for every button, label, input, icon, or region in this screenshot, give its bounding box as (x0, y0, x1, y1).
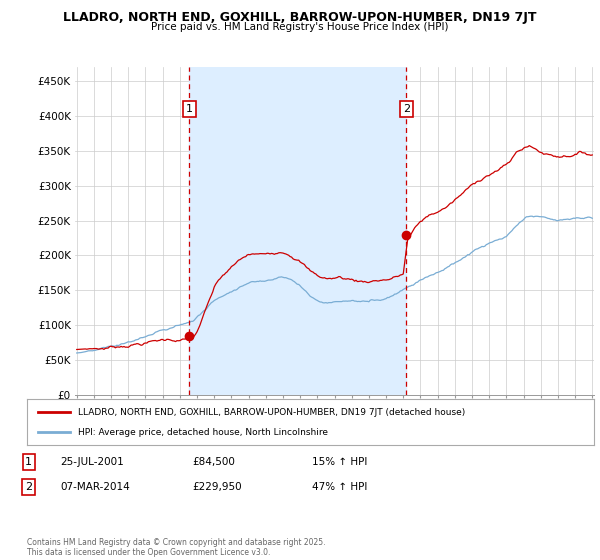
Text: Price paid vs. HM Land Registry's House Price Index (HPI): Price paid vs. HM Land Registry's House … (151, 22, 449, 32)
Text: £229,950: £229,950 (192, 482, 242, 492)
Bar (190, 67, 406, 395)
Text: 15% ↑ HPI: 15% ↑ HPI (312, 457, 367, 467)
Text: 2: 2 (25, 482, 32, 492)
Text: HPI: Average price, detached house, North Lincolnshire: HPI: Average price, detached house, Nort… (78, 428, 328, 437)
Text: LLADRO, NORTH END, GOXHILL, BARROW-UPON-HUMBER, DN19 7JT (detached house): LLADRO, NORTH END, GOXHILL, BARROW-UPON-… (78, 408, 465, 417)
Text: 25-JUL-2001: 25-JUL-2001 (60, 457, 124, 467)
Text: 1: 1 (186, 104, 193, 114)
Text: 47% ↑ HPI: 47% ↑ HPI (312, 482, 367, 492)
Text: £84,500: £84,500 (192, 457, 235, 467)
Text: 1: 1 (25, 457, 32, 467)
Text: 07-MAR-2014: 07-MAR-2014 (60, 482, 130, 492)
Text: Contains HM Land Registry data © Crown copyright and database right 2025.
This d: Contains HM Land Registry data © Crown c… (27, 538, 325, 557)
Text: 2: 2 (403, 104, 410, 114)
Text: LLADRO, NORTH END, GOXHILL, BARROW-UPON-HUMBER, DN19 7JT: LLADRO, NORTH END, GOXHILL, BARROW-UPON-… (63, 11, 537, 24)
